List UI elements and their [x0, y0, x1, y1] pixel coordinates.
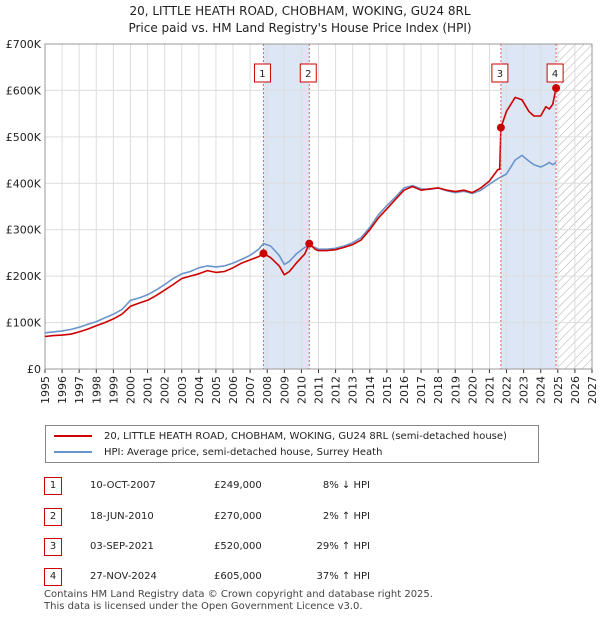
x-tick-label: 2024	[535, 376, 548, 404]
x-tick-label: 2004	[193, 376, 206, 404]
x-tick-label: 2025	[552, 376, 565, 404]
sale-label-box	[546, 63, 564, 83]
sale-row: 4 27-NOV-2024 £605,000 37% ↑ HPI	[0, 568, 600, 588]
y-tick-label: £0	[27, 363, 41, 376]
y-tick-label: £300K	[6, 224, 42, 237]
sale-label-box	[299, 63, 317, 83]
footer-credits: Contains HM Land Registry data © Crown c…	[44, 589, 433, 613]
legend-item-hpi: HPI: Average price, semi-detached house,…	[54, 445, 382, 459]
x-tick-label: 2000	[124, 376, 137, 404]
x-tick-label: 2014	[364, 376, 377, 404]
x-tick-label: 1999	[107, 376, 120, 404]
chart-subtitle: Price paid vs. HM Land Registry's House …	[128, 21, 472, 35]
sale-number-badge: 4	[44, 568, 62, 586]
sale-point	[259, 249, 268, 258]
sale-row: 1 10-OCT-2007 £249,000 8% ↓ HPI	[0, 477, 600, 497]
shaded-period	[263, 44, 310, 369]
sale-point	[552, 84, 561, 93]
x-tick-label: 2016	[398, 376, 411, 404]
legend: 20, LITTLE HEATH ROAD, CHOBHAM, WOKING, …	[45, 425, 539, 463]
x-tick-label: 2026	[569, 376, 582, 404]
sale-price: £249,000	[214, 480, 262, 491]
property-price-line	[44, 87, 557, 338]
sale-date: 18-JUN-2010	[90, 511, 154, 522]
sale-row: 3 03-SEP-2021 £520,000 29% ↑ HPI	[0, 538, 600, 558]
sale-price: £270,000	[214, 511, 262, 522]
sale-price: £605,000	[214, 571, 262, 582]
y-tick-label: £500K	[6, 131, 42, 144]
sale-hpi-change: 2% ↑ HPI	[322, 511, 370, 522]
x-tick-label: 2017	[415, 376, 428, 404]
sale-date: 03-SEP-2021	[90, 541, 154, 552]
y-tick-label: £100K	[6, 317, 42, 330]
chart-title: 20, LITTLE HEATH ROAD, CHOBHAM, WOKING, …	[129, 4, 471, 18]
x-tick-label: 2008	[261, 376, 274, 404]
footer-line-2: This data is licensed under the Open Gov…	[44, 601, 363, 612]
sale-date: 27-NOV-2024	[90, 571, 157, 582]
legend-item-property: 20, LITTLE HEATH ROAD, CHOBHAM, WOKING, …	[54, 429, 507, 443]
x-tick-label: 1998	[90, 376, 103, 404]
sale-hpi-change: 37% ↑ HPI	[316, 571, 370, 582]
x-tick-label: 2018	[432, 376, 445, 404]
plot-frame	[44, 43, 593, 370]
sale-number-badge: 3	[44, 538, 62, 556]
x-tick-label: 2023	[518, 376, 531, 404]
x-tick-label: 2027	[586, 376, 599, 404]
sale-point	[305, 239, 314, 248]
sale-hpi-change: 29% ↑ HPI	[316, 541, 370, 552]
x-tick-label: 2003	[176, 376, 189, 404]
x-tick-label: 2010	[295, 376, 308, 404]
x-tick-label: 2001	[142, 376, 155, 404]
x-tick-label: 2022	[501, 376, 514, 404]
sale-number-badge: 2	[44, 508, 62, 526]
x-tick-label: 2006	[227, 376, 240, 404]
x-tick-label: 2015	[381, 376, 394, 404]
sale-label: 4	[552, 69, 558, 80]
sale-label-box	[491, 63, 509, 83]
y-tick-label: £400K	[6, 177, 42, 190]
legend-label-property: 20, LITTLE HEATH ROAD, CHOBHAM, WOKING, …	[104, 430, 507, 442]
x-tick-label: 2009	[278, 376, 291, 404]
x-tick-label: 2020	[466, 376, 479, 404]
footer-line-1: Contains HM Land Registry data © Crown c…	[44, 589, 433, 600]
y-tick-label: £200K	[6, 270, 42, 283]
price-chart: 1995 1996 1997 1998 1999 2000 2001 2002 2003 2004…	[6, 38, 599, 404]
sale-label-box	[253, 63, 271, 83]
shaded-period	[500, 44, 557, 369]
x-tick-label: 2012	[330, 376, 343, 404]
sale-label: 2	[305, 69, 311, 80]
sale-number-badge: 1	[44, 477, 62, 495]
x-tick-label: 2007	[244, 376, 257, 404]
sale-row: 2 18-JUN-2010 £270,000 2% ↑ HPI	[0, 508, 600, 528]
y-tick-label: £600K	[6, 84, 42, 97]
x-tick-label: 2013	[347, 376, 360, 404]
x-tick-label: 1996	[56, 376, 69, 404]
x-tick-label: 1995	[39, 376, 52, 404]
sale-label: 3	[497, 69, 503, 80]
sale-hpi-change: 8% ↓ HPI	[322, 480, 370, 491]
sale-point	[496, 123, 505, 132]
y-tick-label: £700K	[6, 38, 42, 51]
legend-swatch-property	[54, 435, 92, 437]
legend-label-hpi: HPI: Average price, semi-detached house,…	[104, 446, 383, 458]
x-tick-label: 1997	[73, 376, 86, 404]
x-tick-label: 2005	[210, 376, 223, 404]
x-tick-label: 2019	[449, 376, 462, 404]
sale-label: 1	[259, 69, 265, 80]
x-tick-label: 2002	[159, 376, 172, 404]
sale-price: £520,000	[214, 541, 262, 552]
sale-date: 10-OCT-2007	[90, 480, 156, 491]
x-tick-label: 2021	[483, 376, 496, 404]
legend-swatch-hpi	[54, 451, 92, 453]
x-tick-label: 2011	[313, 376, 326, 404]
